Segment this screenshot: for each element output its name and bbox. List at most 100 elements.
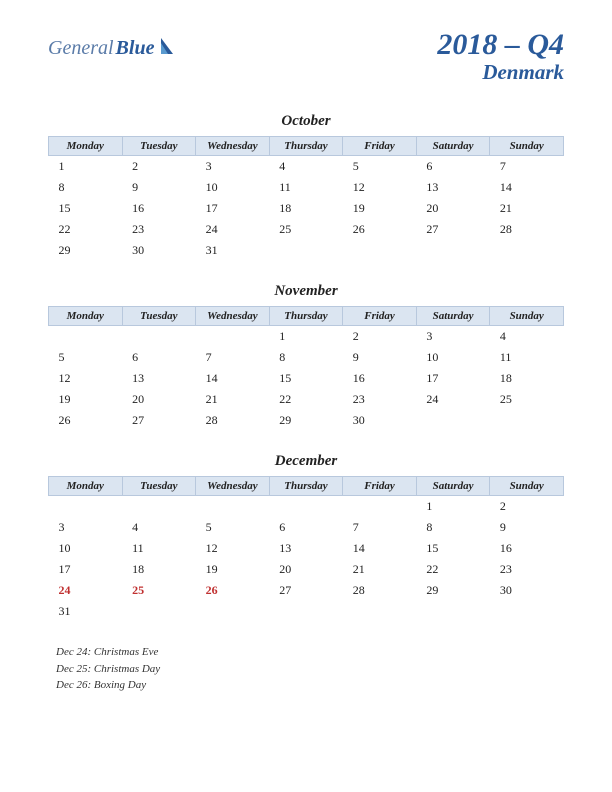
calendar-cell (122, 326, 196, 348)
weekday-header: Friday (343, 137, 417, 156)
calendar-cell: 28 (343, 580, 417, 601)
calendar-cell: 22 (49, 219, 123, 240)
weekday-header: Monday (49, 307, 123, 326)
weekday-header: Tuesday (122, 477, 196, 496)
calendar-cell: 6 (122, 347, 196, 368)
calendar-row: 12 (49, 496, 564, 518)
weekday-header: Thursday (269, 477, 343, 496)
calendar-row: 24252627282930 (49, 580, 564, 601)
calendar-cell: 1 (416, 496, 490, 518)
calendar-cell (49, 326, 123, 348)
calendar-cell: 16 (122, 198, 196, 219)
calendar-cell: 30 (490, 580, 564, 601)
month-block: DecemberMondayTuesdayWednesdayThursdayFr… (48, 453, 564, 622)
calendar-cell: 17 (49, 559, 123, 580)
calendar-cell: 28 (196, 410, 270, 431)
calendar-cell: 27 (269, 580, 343, 601)
calendar-cell: 4 (269, 156, 343, 178)
header: General Blue 2018 – Q4 Denmark (48, 28, 564, 85)
calendar-cell: 7 (196, 347, 270, 368)
calendar-cell (490, 240, 564, 261)
calendar-cell (269, 601, 343, 622)
calendar-cell (196, 496, 270, 518)
weekday-header: Friday (343, 477, 417, 496)
calendar-cell: 7 (343, 517, 417, 538)
calendar-cell: 7 (490, 156, 564, 178)
calendar-row: 2627282930 (49, 410, 564, 431)
weekday-header: Tuesday (122, 137, 196, 156)
month-block: OctoberMondayTuesdayWednesdayThursdayFri… (48, 113, 564, 261)
calendar-row: 15161718192021 (49, 198, 564, 219)
logo: General Blue (48, 28, 177, 61)
calendar-cell: 3 (196, 156, 270, 178)
calendar-cell: 3 (49, 517, 123, 538)
logo-text-general: General (48, 37, 114, 60)
calendar-cell (416, 410, 490, 431)
calendar-cell: 10 (196, 177, 270, 198)
calendar-row: 31 (49, 601, 564, 622)
calendar-cell: 12 (196, 538, 270, 559)
calendar-cell: 2 (122, 156, 196, 178)
month-name: November (48, 283, 564, 300)
calendar-cell: 16 (490, 538, 564, 559)
weekday-header: Sunday (490, 307, 564, 326)
calendar-cell (269, 496, 343, 518)
calendar-cell: 11 (269, 177, 343, 198)
calendar-cell: 8 (49, 177, 123, 198)
holiday-entry: Dec 25: Christmas Day (56, 661, 564, 678)
calendar-cell: 6 (269, 517, 343, 538)
calendar-cell (49, 496, 123, 518)
calendar-cell: 9 (490, 517, 564, 538)
calendar-cell: 15 (269, 368, 343, 389)
calendar-row: 891011121314 (49, 177, 564, 198)
calendar-cell: 28 (490, 219, 564, 240)
calendar-cell: 29 (49, 240, 123, 261)
calendar-row: 567891011 (49, 347, 564, 368)
calendar-cell: 20 (122, 389, 196, 410)
weekday-header: Monday (49, 137, 123, 156)
calendar-cell: 20 (416, 198, 490, 219)
holidays-list: Dec 24: Christmas EveDec 25: Christmas D… (48, 644, 564, 694)
weekday-header: Friday (343, 307, 417, 326)
calendars-container: OctoberMondayTuesdayWednesdayThursdayFri… (48, 113, 564, 622)
calendar-cell: 31 (196, 240, 270, 261)
calendar-cell: 15 (49, 198, 123, 219)
calendar-table: MondayTuesdayWednesdayThursdayFridaySatu… (48, 306, 564, 431)
calendar-cell: 24 (416, 389, 490, 410)
calendar-cell: 1 (269, 326, 343, 348)
calendar-cell (196, 326, 270, 348)
country-title: Denmark (437, 60, 564, 85)
calendar-cell: 2 (490, 496, 564, 518)
calendar-cell: 26 (343, 219, 417, 240)
calendar-cell: 14 (196, 368, 270, 389)
logo-text-blue: Blue (116, 37, 155, 60)
calendar-cell: 19 (343, 198, 417, 219)
calendar-cell: 17 (416, 368, 490, 389)
calendar-cell: 24 (196, 219, 270, 240)
weekday-header: Sunday (490, 477, 564, 496)
calendar-cell: 4 (490, 326, 564, 348)
calendar-cell: 26 (196, 580, 270, 601)
calendar-cell: 27 (416, 219, 490, 240)
calendar-cell: 10 (416, 347, 490, 368)
calendar-cell (490, 601, 564, 622)
calendar-cell: 19 (49, 389, 123, 410)
calendar-cell: 18 (490, 368, 564, 389)
holiday-entry: Dec 26: Boxing Day (56, 677, 564, 694)
calendar-cell: 31 (49, 601, 123, 622)
calendar-cell: 14 (343, 538, 417, 559)
calendar-cell (343, 496, 417, 518)
calendar-cell: 25 (490, 389, 564, 410)
calendar-row: 1234567 (49, 156, 564, 178)
calendar-cell: 18 (122, 559, 196, 580)
calendar-cell: 25 (269, 219, 343, 240)
calendar-cell (122, 601, 196, 622)
calendar-cell: 29 (269, 410, 343, 431)
calendar-cell: 17 (196, 198, 270, 219)
calendar-cell: 12 (343, 177, 417, 198)
calendar-cell: 30 (122, 240, 196, 261)
calendar-row: 19202122232425 (49, 389, 564, 410)
calendar-cell: 4 (122, 517, 196, 538)
weekday-header: Saturday (416, 307, 490, 326)
weekday-header: Wednesday (196, 137, 270, 156)
